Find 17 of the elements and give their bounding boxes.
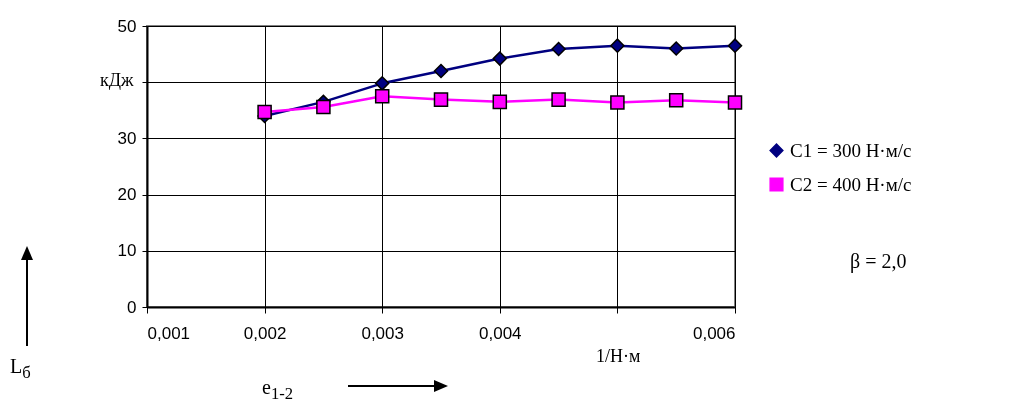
text: кДж	[100, 70, 134, 91]
text: β = 2,0	[850, 250, 907, 273]
legend-label: C2 = 400 Н·м/с	[790, 173, 912, 195]
x-axis-title: e$_{1-2}$	[262, 376, 294, 404]
x-tick-label: 0,002	[243, 323, 287, 343]
x-tick-label: 0,006	[692, 323, 736, 343]
y-tick-label: 30	[117, 128, 137, 148]
text: 1/Н·м	[596, 346, 641, 367]
y-tick-label: 0	[127, 297, 137, 317]
legend-label: C1 = 300 Н·м/с	[790, 139, 912, 161]
x-tick-label: 0,003	[361, 323, 404, 343]
y-axis-title: L$_{б}$	[10, 355, 31, 383]
x-tick-label: 0,004	[479, 323, 522, 343]
y-tick-label: 10	[117, 241, 137, 261]
y-tick-label: 50	[117, 16, 137, 36]
x-tick-label: 0,001	[147, 323, 191, 343]
y-tick-label: 20	[117, 185, 137, 205]
